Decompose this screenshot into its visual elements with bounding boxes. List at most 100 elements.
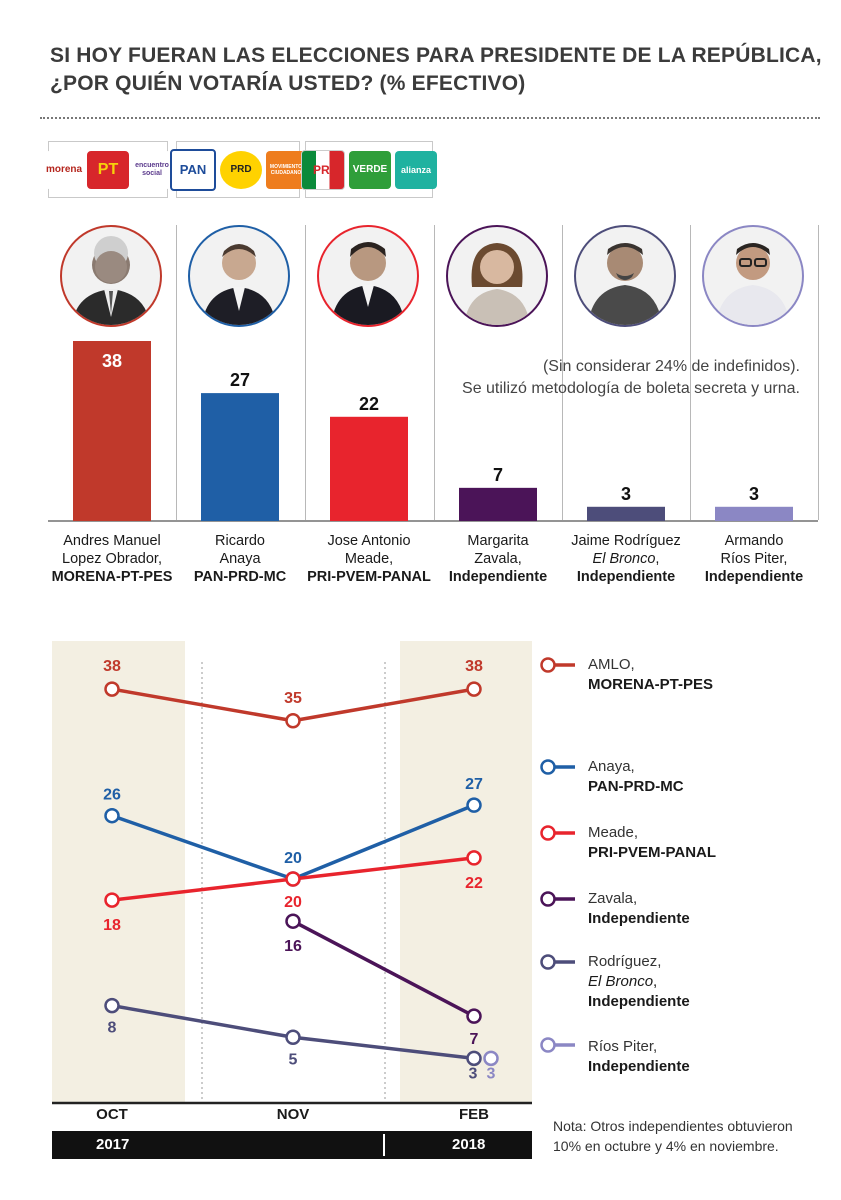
nueva-alianza-logo: alianza (395, 150, 437, 189)
bar-2 (330, 416, 408, 521)
series-line-Zavala (292, 919, 475, 1018)
candidate-column-bronco (562, 225, 690, 530)
candidate-nickname: El Bronco (592, 551, 656, 567)
logo-box-pan-prd-mc: PAN PRD MOVIMIENTO CIUDADANO (170, 141, 306, 198)
candidate-photo-bronco (574, 225, 676, 327)
candidate-label-rios-piter: Armando Ríos Piter, Independiente (690, 532, 818, 586)
portrait-icon (202, 244, 276, 325)
legend-marker (540, 759, 556, 775)
column-separator (690, 225, 691, 520)
pri-logo: PRI (301, 149, 345, 190)
candidate-party: Independiente (576, 569, 676, 585)
bar-value-label: 27 (230, 370, 250, 390)
legend-marker (540, 891, 556, 907)
data-label: 38 (103, 658, 121, 675)
legend-item-meade: Meade, PRI-PVEM-PANAL (540, 823, 716, 863)
title-line-2: ¿POR QUIÉN VOTARÍA USTED? (% EFECTIVO) (50, 72, 526, 95)
candidate-column-meade (305, 225, 433, 530)
legend-party: PRI-PVEM-PANAL (588, 844, 717, 861)
candidate-column-amlo (48, 225, 176, 530)
candidate-name-line: El Bronco, (562, 550, 690, 568)
data-point (104, 807, 120, 824)
candidate-label-anaya: Ricardo Anaya PAN-PRD-MC (176, 532, 304, 586)
candidate-column-anaya (176, 225, 304, 530)
year-2017: 2017 (96, 1136, 130, 1153)
candidate-party: Independiente (448, 569, 548, 585)
data-label: 20 (284, 894, 302, 911)
bottom-note-line-1: Nota: Otros independientes obtuvieron (553, 1118, 793, 1134)
chart-title: SI HOY FUERAN LAS ELECCIONES PARA PRESID… (50, 42, 830, 98)
column-separator (305, 225, 306, 520)
logo-box-morena-pt-pes: morena PT encuentro social (45, 141, 171, 198)
data-label: 16 (284, 938, 302, 955)
legend-item-amlo: AMLO, MORENA-PT-PES (540, 655, 713, 695)
candidate-party: PRI-PVEM-PANAL (307, 569, 431, 585)
candidate-photo-amlo (60, 225, 162, 327)
title-line-1: SI HOY FUERAN LAS ELECCIONES PARA PRESID… (50, 44, 822, 67)
data-point (483, 1050, 499, 1067)
legend-name: AMLO, (588, 656, 635, 673)
data-point (104, 997, 120, 1014)
methodology-note-line-1: (Sin considerar 24% de indefinidos). (542, 358, 800, 375)
data-point (285, 913, 301, 929)
candidate-name-line: Meade, (344, 551, 394, 567)
candidate-name-line: Jose Antonio (327, 533, 411, 549)
data-point (285, 713, 301, 729)
pt-logo: PT (87, 150, 129, 189)
year-separator (383, 1134, 385, 1156)
data-point (466, 1050, 482, 1067)
legend-name-comma: , (653, 973, 658, 990)
title-divider (40, 117, 820, 119)
data-label: 18 (103, 917, 121, 934)
legend-item-anaya: Anaya, PAN-PRD-MC (540, 757, 684, 797)
legend-marker (540, 954, 556, 970)
bar-5 (715, 506, 793, 521)
morena-logo: morena (45, 150, 83, 189)
data-point (104, 681, 120, 697)
data-point (466, 850, 482, 866)
methodology-note: (Sin considerar 24% de indefinidos). Se … (420, 356, 800, 400)
legend-item-zavala: Zavala, Independiente (540, 889, 690, 929)
legend-nickname: El Bronco (588, 973, 654, 990)
data-point (466, 1008, 482, 1024)
bottom-note-line-2: 10% en octubre y 4% en noviembre. (553, 1138, 779, 1154)
data-label: 7 (470, 1031, 479, 1048)
data-label: 27 (465, 776, 483, 793)
data-label: 38 (465, 658, 483, 675)
candidate-photo-zavala (446, 225, 548, 327)
bar-chart: 38 27 22 7 3 3 (48, 341, 818, 522)
bar-value-label: 7 (493, 465, 503, 485)
x-tick-feb: FEB (459, 1106, 489, 1123)
bar-value-label: 22 (359, 394, 379, 414)
candidate-label-zavala: Margarita Zavala, Independiente (434, 532, 562, 586)
candidate-column-rios-piter (690, 225, 818, 530)
legend-item-rios-piter: Ríos Piter, Independiente (540, 1037, 690, 1077)
column-separator (562, 225, 563, 520)
portrait-icon (716, 243, 790, 325)
legend-marker (540, 1037, 556, 1053)
bar-4 (587, 506, 665, 521)
data-label: 26 (103, 787, 121, 804)
candidate-name-line: Margarita (467, 533, 529, 549)
data-point (466, 797, 482, 813)
legend-name: Ríos Piter, (588, 1038, 658, 1055)
x-tick-nov: NOV (276, 1106, 310, 1123)
bar-value-label: 38 (102, 351, 122, 371)
movimiento-ciudadano-logo: MOVIMIENTO CIUDADANO (266, 150, 306, 189)
candidate-name-comma: , (655, 551, 660, 567)
candidate-name-line: Andres Manuel (63, 533, 161, 549)
data-label: 22 (465, 875, 483, 892)
legend-nickname-line: El Bronco, (540, 972, 690, 992)
candidate-name-line: Ricardo (215, 533, 265, 549)
legend-marker (540, 825, 556, 841)
legend-party: PAN-PRD-MC (588, 778, 684, 795)
candidate-party: MORENA-PT-PES (51, 569, 173, 585)
legend-party: Independiente (588, 910, 690, 927)
bar-3 (459, 487, 537, 521)
shade-oct (52, 641, 185, 1103)
line-chart: 38 35 38 26 20 27 18 20 22 16 7 8 5 3 3 (52, 641, 575, 1105)
candidate-label-meade: Jose Antonio Meade, PRI-PVEM-PANAL (305, 532, 433, 586)
portrait-icon (588, 243, 662, 325)
data-label: 3 (487, 1065, 496, 1082)
